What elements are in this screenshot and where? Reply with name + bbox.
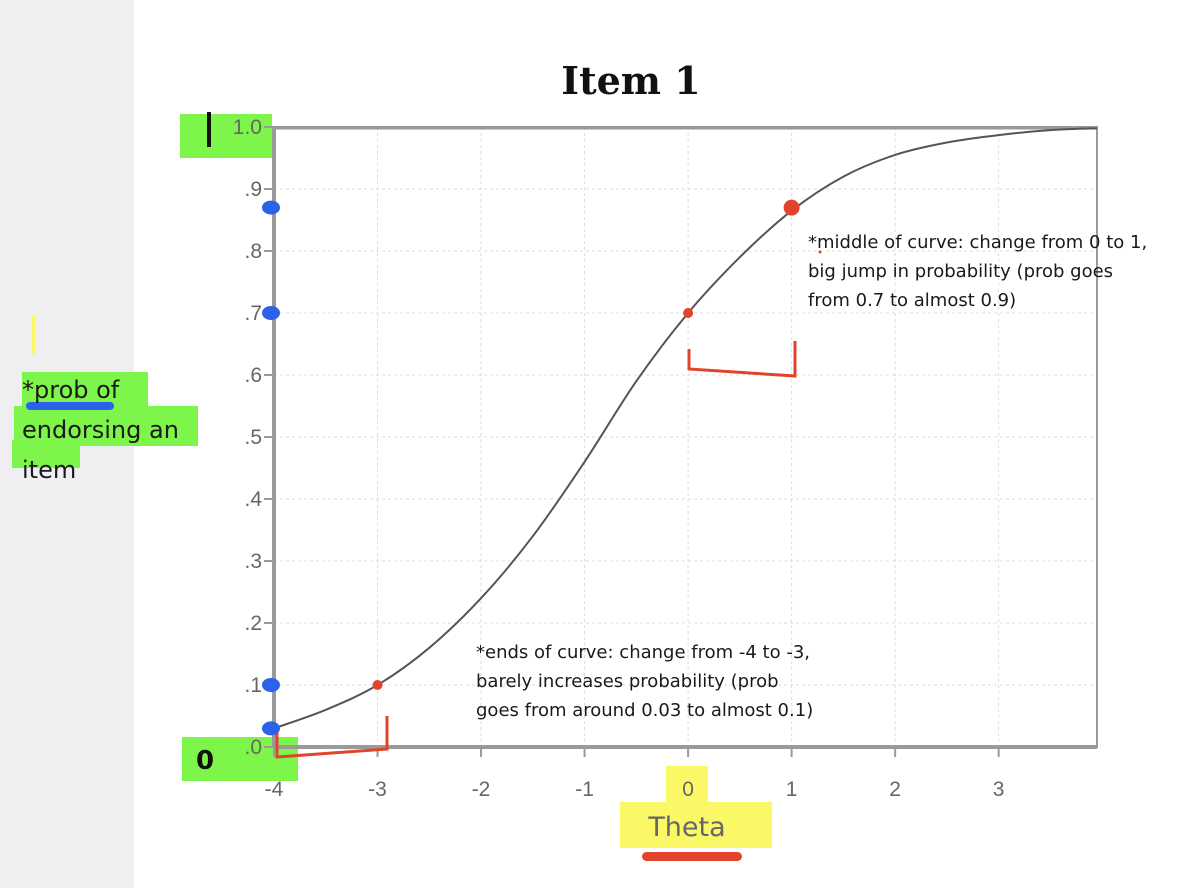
highlight-theta-label [620,802,772,848]
bracket-theta-0-to-1 [687,341,797,378]
y-tick-labels: .0 .1 .2 .3 .4 .5 .6 .7 .8 .9 1.0 [233,116,274,759]
x-tick-label: 3 [993,778,1005,801]
x-tick-label: 1 [786,778,798,801]
x-tick-label: 0 [682,778,694,801]
y-tick-label: .9 [244,178,262,201]
yellow-cursor-mark [32,316,35,354]
blue-axis-point [262,721,280,736]
y-tick-label: .5 [244,426,262,449]
bracket-theta-minus4-to-minus3 [275,716,389,759]
x-tick-label: -4 [265,778,284,801]
x-tick-label: -2 [472,778,491,801]
y-tick-label: .6 [244,364,262,387]
middle-of-curve-note: *middle of curve: change from 0 to 1, bi… [808,232,1148,311]
series-curve [273,127,1098,730]
red-annotation-point [683,308,694,318]
highlight-one-label [180,114,272,158]
stray-red-dot [818,250,822,254]
highlight-ylabel-line3 [12,440,80,468]
handwritten-ink: 0 [26,112,822,776]
x-tick-labels: -4 -3 -2 -1 0 1 2 3 [265,747,1005,801]
ylabel-blue-underline [26,402,114,410]
highlight-ylabel-line1 [22,372,148,406]
blue-axis-point [262,306,280,320]
y-tick-label: .4 [244,488,262,511]
y-tick-label: .7 [244,302,262,325]
blue-points-layer [262,200,280,736]
highlight-layer [12,114,772,848]
y-tick-label: .0 [244,736,262,759]
blue-axis-point [262,200,280,215]
highlight-zero-label [182,737,298,781]
ends-of-curve-note: *ends of curve: change from -4 to -3, ba… [476,642,814,721]
y-tick-label: .3 [244,550,262,573]
x-tick-label: -1 [575,778,594,801]
red-annotation-point [783,199,800,216]
highlight-ylabel-line2 [14,406,198,446]
chart-title: Item 1 [561,58,700,103]
y-axis-note: *prob of endorsing an item [22,376,179,484]
y-tick-label: .8 [244,240,262,263]
theta-red-underline [642,852,742,861]
blue-axis-point [262,678,280,692]
y-tick-label: .1 [244,674,262,697]
handwritten-zero: 0 [196,746,214,776]
highlight-x0-label [666,766,708,804]
red-annotation-point [372,680,383,690]
y-tick-label: 1.0 [233,116,262,139]
x-axis-label: Theta [647,812,725,843]
y-tick-label: .2 [244,612,262,635]
x-tick-label: 2 [889,778,901,801]
x-tick-label: -3 [368,778,387,801]
